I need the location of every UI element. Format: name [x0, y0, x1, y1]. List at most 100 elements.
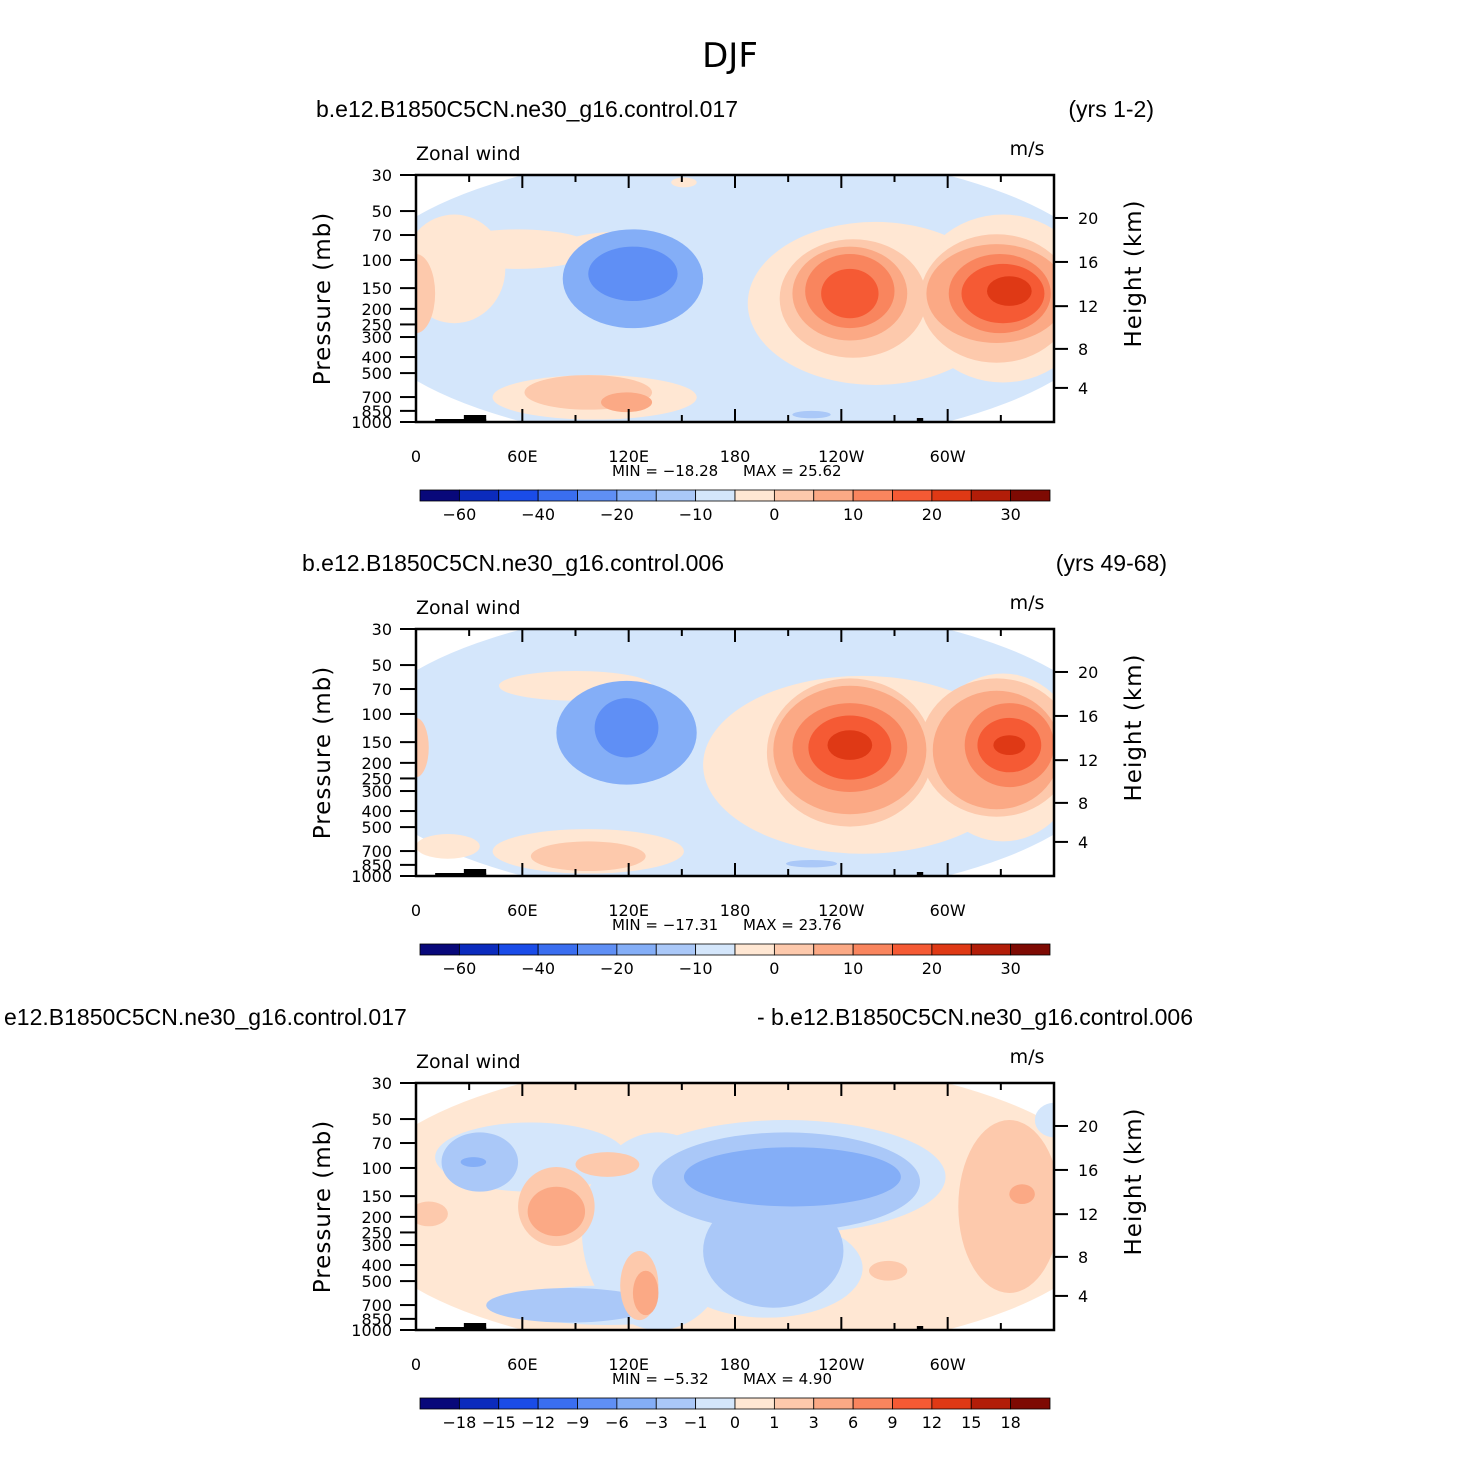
colorbar-box — [773, 943, 815, 956]
colorbar-box — [695, 489, 736, 502]
y-right-axis-label: Height (km) — [1121, 199, 1147, 347]
colorbar-box — [970, 943, 1012, 956]
y-tick-label: 1000 — [351, 413, 392, 432]
x-tick-label: 60W — [930, 447, 966, 466]
colorbar-label: −40 — [521, 505, 555, 524]
colorbar-box — [537, 489, 578, 502]
contour-region — [827, 730, 873, 760]
colorbar: −60 −40 −20 −10 0 10 20 30 — [419, 489, 1051, 524]
x-tick-label: 0 — [411, 1355, 421, 1374]
colorbar-box — [970, 1397, 1012, 1410]
x-tick-label: 120E — [608, 901, 649, 920]
units-label: m/s — [1010, 138, 1045, 160]
y-right-tick-label: 4 — [1078, 833, 1088, 852]
colorbar-box — [734, 489, 775, 502]
y-right-tick-label: 16 — [1078, 707, 1098, 726]
y-tick-label: 500 — [361, 1272, 392, 1291]
colorbar-box — [577, 1397, 618, 1410]
colorbar-box — [852, 1397, 893, 1410]
y-tick-label: 400 — [361, 1256, 392, 1275]
y-right-tick-label: 8 — [1078, 794, 1088, 813]
contour-region — [441, 229, 595, 269]
min-label: MIN = −17.31 — [612, 916, 718, 934]
contour-region — [792, 410, 831, 419]
panel-3: e12.B1850C5CN.ne30_g16.control.017 - b.e1… — [4, 1004, 1193, 1432]
colorbar-box — [655, 943, 697, 956]
y-tick-label: 200 — [361, 1208, 392, 1227]
contour-region — [588, 246, 678, 301]
max-label: MAX = 25.62 — [743, 462, 842, 480]
y-tick-label: 70 — [372, 1134, 392, 1153]
y-right-tick-label: 16 — [1078, 1161, 1098, 1180]
colorbar-label: 15 — [961, 1413, 981, 1432]
x-tick-label: 180 — [720, 1355, 751, 1374]
years-label: (yrs 1-2) — [1068, 96, 1154, 122]
colorbar-box — [1010, 943, 1051, 956]
colorbar-box — [734, 943, 775, 956]
contour-region — [575, 1152, 640, 1177]
y-tick-label: 150 — [361, 733, 392, 752]
colorbar-box — [852, 943, 893, 956]
contour-region — [993, 735, 1026, 755]
x-tick-label: 60E — [507, 447, 537, 466]
y-tick-label: 700 — [361, 842, 392, 861]
y-right-axis-label: Height (km) — [1121, 653, 1147, 801]
y-tick-label: 70 — [372, 226, 392, 245]
colorbar-label: −10 — [679, 505, 713, 524]
x-tick-label: 120E — [608, 447, 649, 466]
y-tick-label: 700 — [361, 388, 392, 407]
y-tick-label: 250 — [361, 1223, 392, 1242]
y-axis-label: Pressure (mb) — [310, 212, 336, 385]
colorbar-label: −15 — [482, 1413, 516, 1432]
colorbar-box — [813, 943, 854, 956]
colorbar-label: 30 — [1000, 505, 1020, 524]
contour-region — [416, 254, 436, 334]
contour-region — [987, 276, 1032, 306]
years-label: (yrs 49-68) — [1056, 550, 1167, 576]
y-right-tick-label: 16 — [1078, 253, 1098, 272]
colorbar: −18 −15 −12 −9 −6 −3 −1 0 1 3 6 9 12 15 18 — [419, 1397, 1051, 1432]
topography — [463, 1323, 487, 1330]
colorbar-label: 20 — [922, 959, 942, 978]
y-tick-label: 300 — [361, 1236, 392, 1255]
topography — [435, 873, 487, 876]
y-tick-label: 150 — [361, 279, 392, 298]
contour-region — [527, 1186, 586, 1237]
x-tick-label: 60E — [507, 901, 537, 920]
y-tick-label: 50 — [372, 202, 392, 221]
y-tick-label: 100 — [361, 251, 392, 270]
topography — [463, 869, 487, 876]
colorbar-label: 12 — [922, 1413, 942, 1432]
y-tick-label: 150 — [361, 1187, 392, 1206]
y-tick-label: 50 — [372, 1110, 392, 1129]
colorbar-box — [813, 1397, 854, 1410]
colorbar-label: 1 — [769, 1413, 779, 1432]
colorbar-box — [970, 489, 1012, 502]
colorbar-label: −12 — [521, 1413, 555, 1432]
max-label: MAX = 23.76 — [743, 916, 842, 934]
units-label: m/s — [1010, 1046, 1045, 1068]
y-tick-label: 30 — [372, 620, 392, 639]
y-axis-label: Pressure (mb) — [310, 1120, 336, 1293]
topography — [916, 872, 924, 876]
colorbar-box — [458, 1397, 500, 1410]
contour-region — [601, 392, 653, 413]
x-tick-label: 60E — [507, 1355, 537, 1374]
contour-region — [486, 1288, 653, 1323]
colorbar-box — [458, 943, 500, 956]
colorbar: −60 −40 −20 −10 0 10 20 30 — [419, 943, 1051, 978]
colorbar-label: 18 — [1000, 1413, 1020, 1432]
contour-region — [821, 268, 879, 319]
colorbar-box — [892, 943, 933, 956]
y-right-tick-label: 20 — [1078, 1117, 1098, 1136]
y-right-tick-label: 20 — [1078, 209, 1098, 228]
x-tick-label: 60W — [930, 1355, 966, 1374]
colorbar-label: −20 — [600, 959, 634, 978]
colorbar-box — [892, 1397, 933, 1410]
y-tick-label: 700 — [361, 1296, 392, 1315]
y-tick-label: 300 — [361, 782, 392, 801]
y-tick-label: 500 — [361, 818, 392, 837]
y-tick-label: 30 — [372, 1074, 392, 1093]
colorbar-label: −60 — [442, 959, 476, 978]
